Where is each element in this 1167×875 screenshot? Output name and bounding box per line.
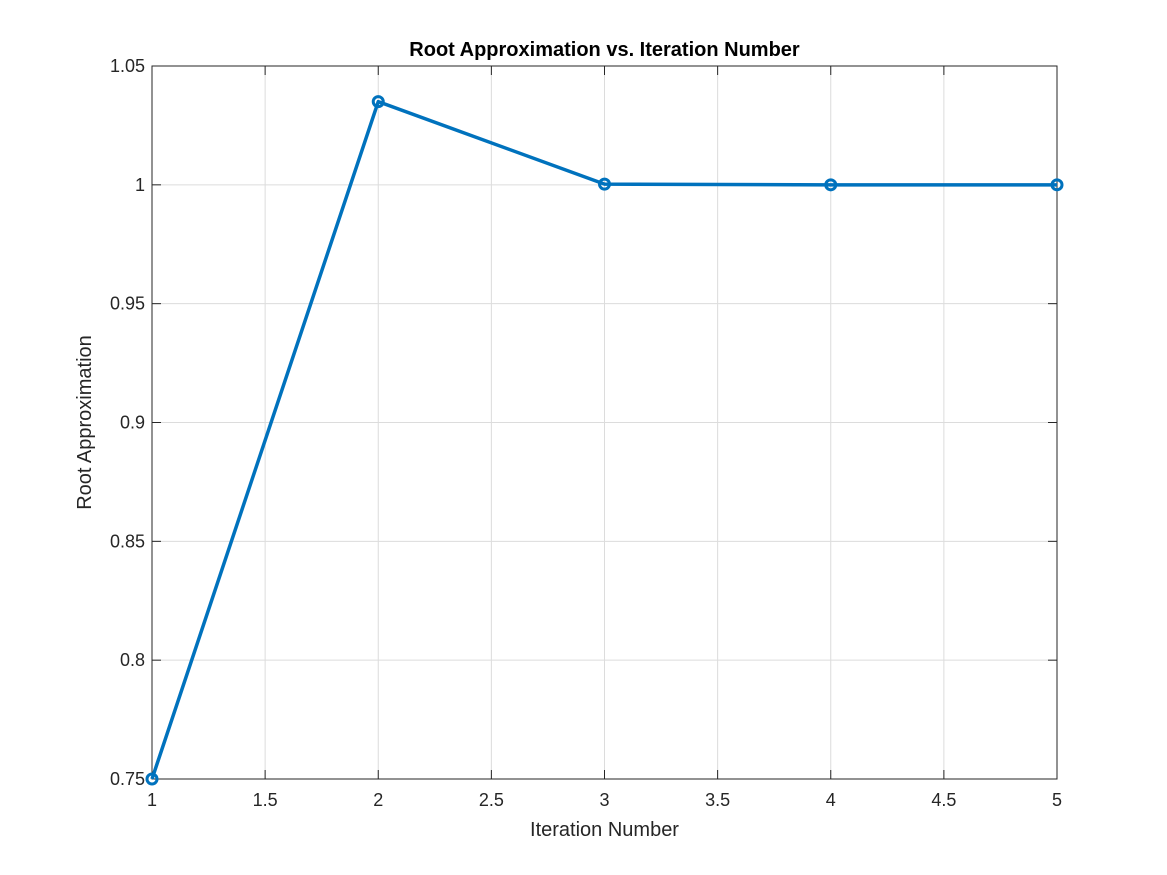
data-point-marker [1050,178,1064,192]
chart-title: Root Approximation vs. Iteration Number [409,39,800,61]
data-point-marker [145,772,159,786]
x-tick-labels: 1 1.5 2 2.5 3 3.5 4 4.5 5 [147,790,1062,810]
y-tick-label: 0.95 [110,294,145,314]
x-tick-label: 1.5 [253,790,278,810]
y-tick-label: 0.9 [120,413,145,433]
x-tick-label: 3 [599,790,609,810]
data-point-marker [598,177,611,191]
y-tick-label: 1.05 [110,56,145,76]
y-tick-labels: 0.75 0.8 0.85 0.9 0.95 1 1.05 [110,56,145,789]
x-tick-label: 2.5 [479,790,504,810]
x-tick-label: 3.5 [705,790,730,810]
series-line [150,99,1057,780]
x-tick-label: 1 [147,790,157,810]
x-tick-label: 5 [1052,790,1062,810]
y-tick-label: 1 [135,175,145,195]
y-axis-title: Root Approximation [74,335,96,510]
y-tick-label: 0.8 [120,650,145,670]
data-point-marker [824,178,838,192]
x-tick-label: 4.5 [931,790,956,810]
x-tick-label: 2 [373,790,383,810]
x-axis-title: Iteration Number [530,819,679,841]
data-point-marker [371,95,385,109]
y-tick-label: 0.85 [110,531,145,551]
series-group [145,95,1064,786]
x-tick-label: 4 [826,790,836,810]
y-tick-label: 0.75 [110,769,145,789]
